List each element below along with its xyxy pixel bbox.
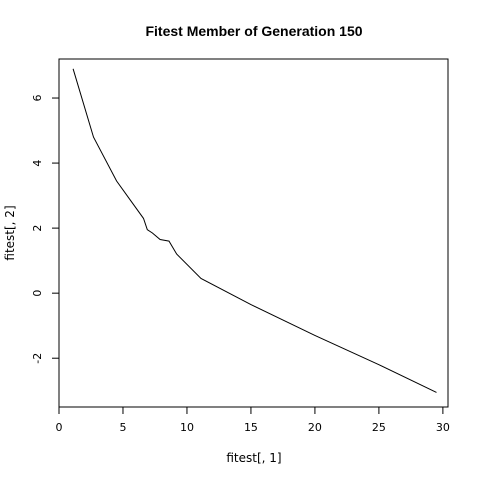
y-tick-label: 0: [31, 290, 44, 297]
series-layer: [72, 68, 437, 393]
y-axis: -2 0 2 4 6: [31, 95, 60, 364]
chart-title: Fitest Member of Generation 150: [145, 23, 362, 39]
x-tick-label: 20: [308, 421, 322, 434]
y-tick-label: 2: [31, 225, 44, 232]
plot-box: [58, 58, 449, 408]
x-tick-label: 30: [436, 421, 450, 434]
x-axis-label: fitest[, 1]: [226, 451, 281, 465]
series-line-fittest: [72, 68, 437, 393]
y-tick-label: 4: [31, 160, 44, 167]
y-axis-label: fitest[, 2]: [3, 205, 17, 260]
x-tick-label: 15: [244, 421, 258, 434]
y-tick-label: -2: [31, 353, 44, 364]
x-tick-label: 0: [56, 421, 63, 434]
y-tick-label: 6: [31, 95, 44, 102]
x-tick-label: 25: [372, 421, 386, 434]
x-tick-label: 5: [119, 421, 126, 434]
x-axis: 0 5 10 15 20 25 30: [56, 406, 450, 434]
x-tick-label: 10: [180, 421, 194, 434]
